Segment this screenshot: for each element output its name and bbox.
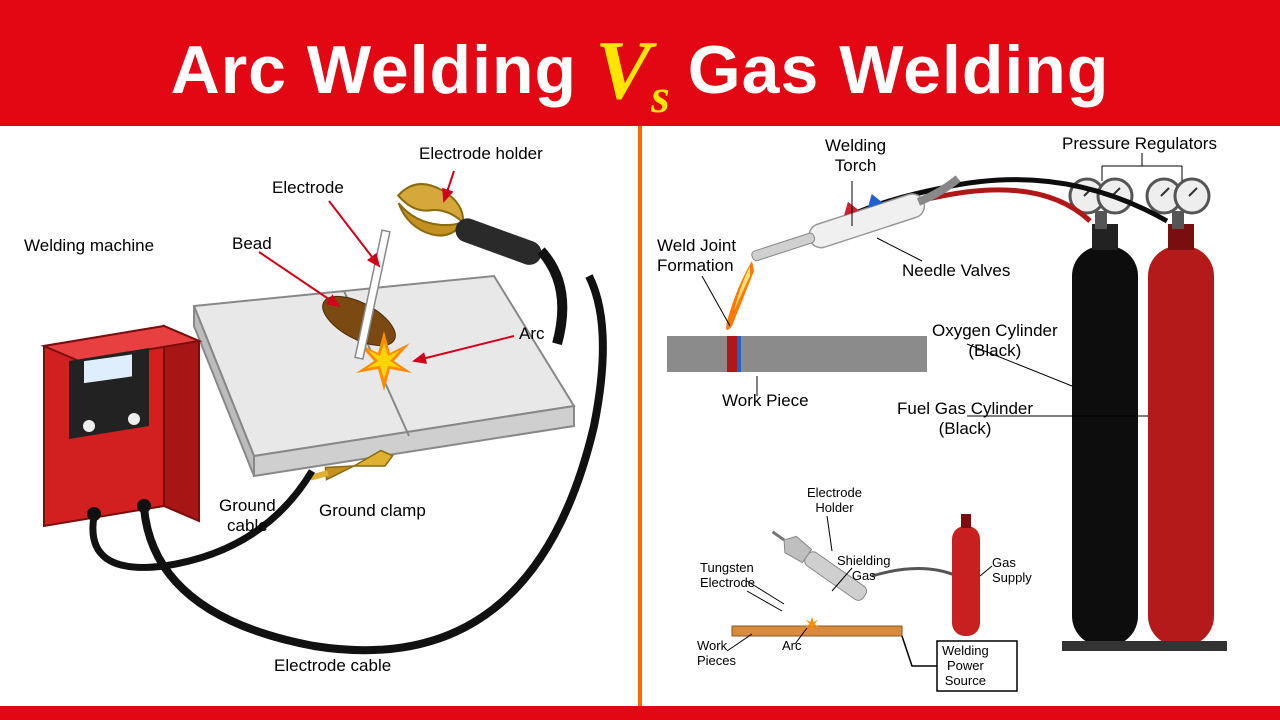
arc-panel: Welding machine Bead Electrode Electrode… (14, 126, 638, 706)
lbl-sub-power: Welding Power Source (942, 644, 989, 689)
title-bar: Arc Welding Vs Gas Welding (0, 14, 1280, 126)
work-piece (667, 336, 927, 372)
lbl-sub-shielding: Shielding Gas (837, 554, 891, 584)
gas-panel: Welding Torch Pressure Regulators Weld J… (642, 126, 1266, 706)
lbl-oxygen-cyl: Oxygen Cylinder (Black) (932, 321, 1058, 360)
top-border (0, 0, 1280, 14)
cylinder-base (1062, 641, 1227, 651)
fuel-cylinder (1148, 224, 1214, 646)
arc-diagram (14, 126, 638, 706)
lbl-sub-tungsten: Tungsten Electrode (700, 561, 755, 591)
lbl-arc: Arc (519, 324, 545, 344)
lbl-weld-joint: Weld Joint Formation (657, 236, 736, 275)
lbl-pressure-regulators: Pressure Regulators (1062, 134, 1217, 154)
lbl-electrode-holder: Electrode holder (419, 144, 543, 164)
title-right: Gas Welding (688, 31, 1110, 109)
lbl-welding-torch: Welding Torch (825, 136, 886, 175)
content: Welding machine Bead Electrode Electrode… (14, 126, 1266, 706)
regulator-right (1147, 179, 1209, 229)
lbl-fuel-cyl: Fuel Gas Cylinder (Black) (897, 399, 1033, 438)
lbl-electrode-cable: Electrode cable (274, 656, 391, 676)
lbl-work-piece: Work Piece (722, 391, 809, 411)
welding-torch (745, 167, 965, 269)
lbl-welding-machine: Welding machine (24, 236, 154, 256)
lbl-needle-valves: Needle Valves (902, 261, 1010, 281)
lbl-sub-workpieces: Work Pieces (697, 639, 736, 669)
title-vs: Vs (595, 22, 670, 119)
lbl-sub-arc: Arc (782, 639, 802, 654)
lbl-ground-clamp: Ground clamp (319, 501, 426, 521)
lbl-ground-cable: Ground cable (219, 496, 276, 535)
lbl-sub-gas-supply: Gas Supply (992, 556, 1032, 586)
bottom-border (0, 706, 1280, 720)
lbl-sub-electrode-holder: Electrode Holder (807, 486, 862, 516)
welding-machine (44, 326, 199, 526)
title-left: Arc Welding (171, 31, 577, 109)
lbl-bead: Bead (232, 234, 272, 254)
lbl-electrode: Electrode (272, 178, 344, 198)
oxygen-cylinder (1072, 224, 1138, 646)
